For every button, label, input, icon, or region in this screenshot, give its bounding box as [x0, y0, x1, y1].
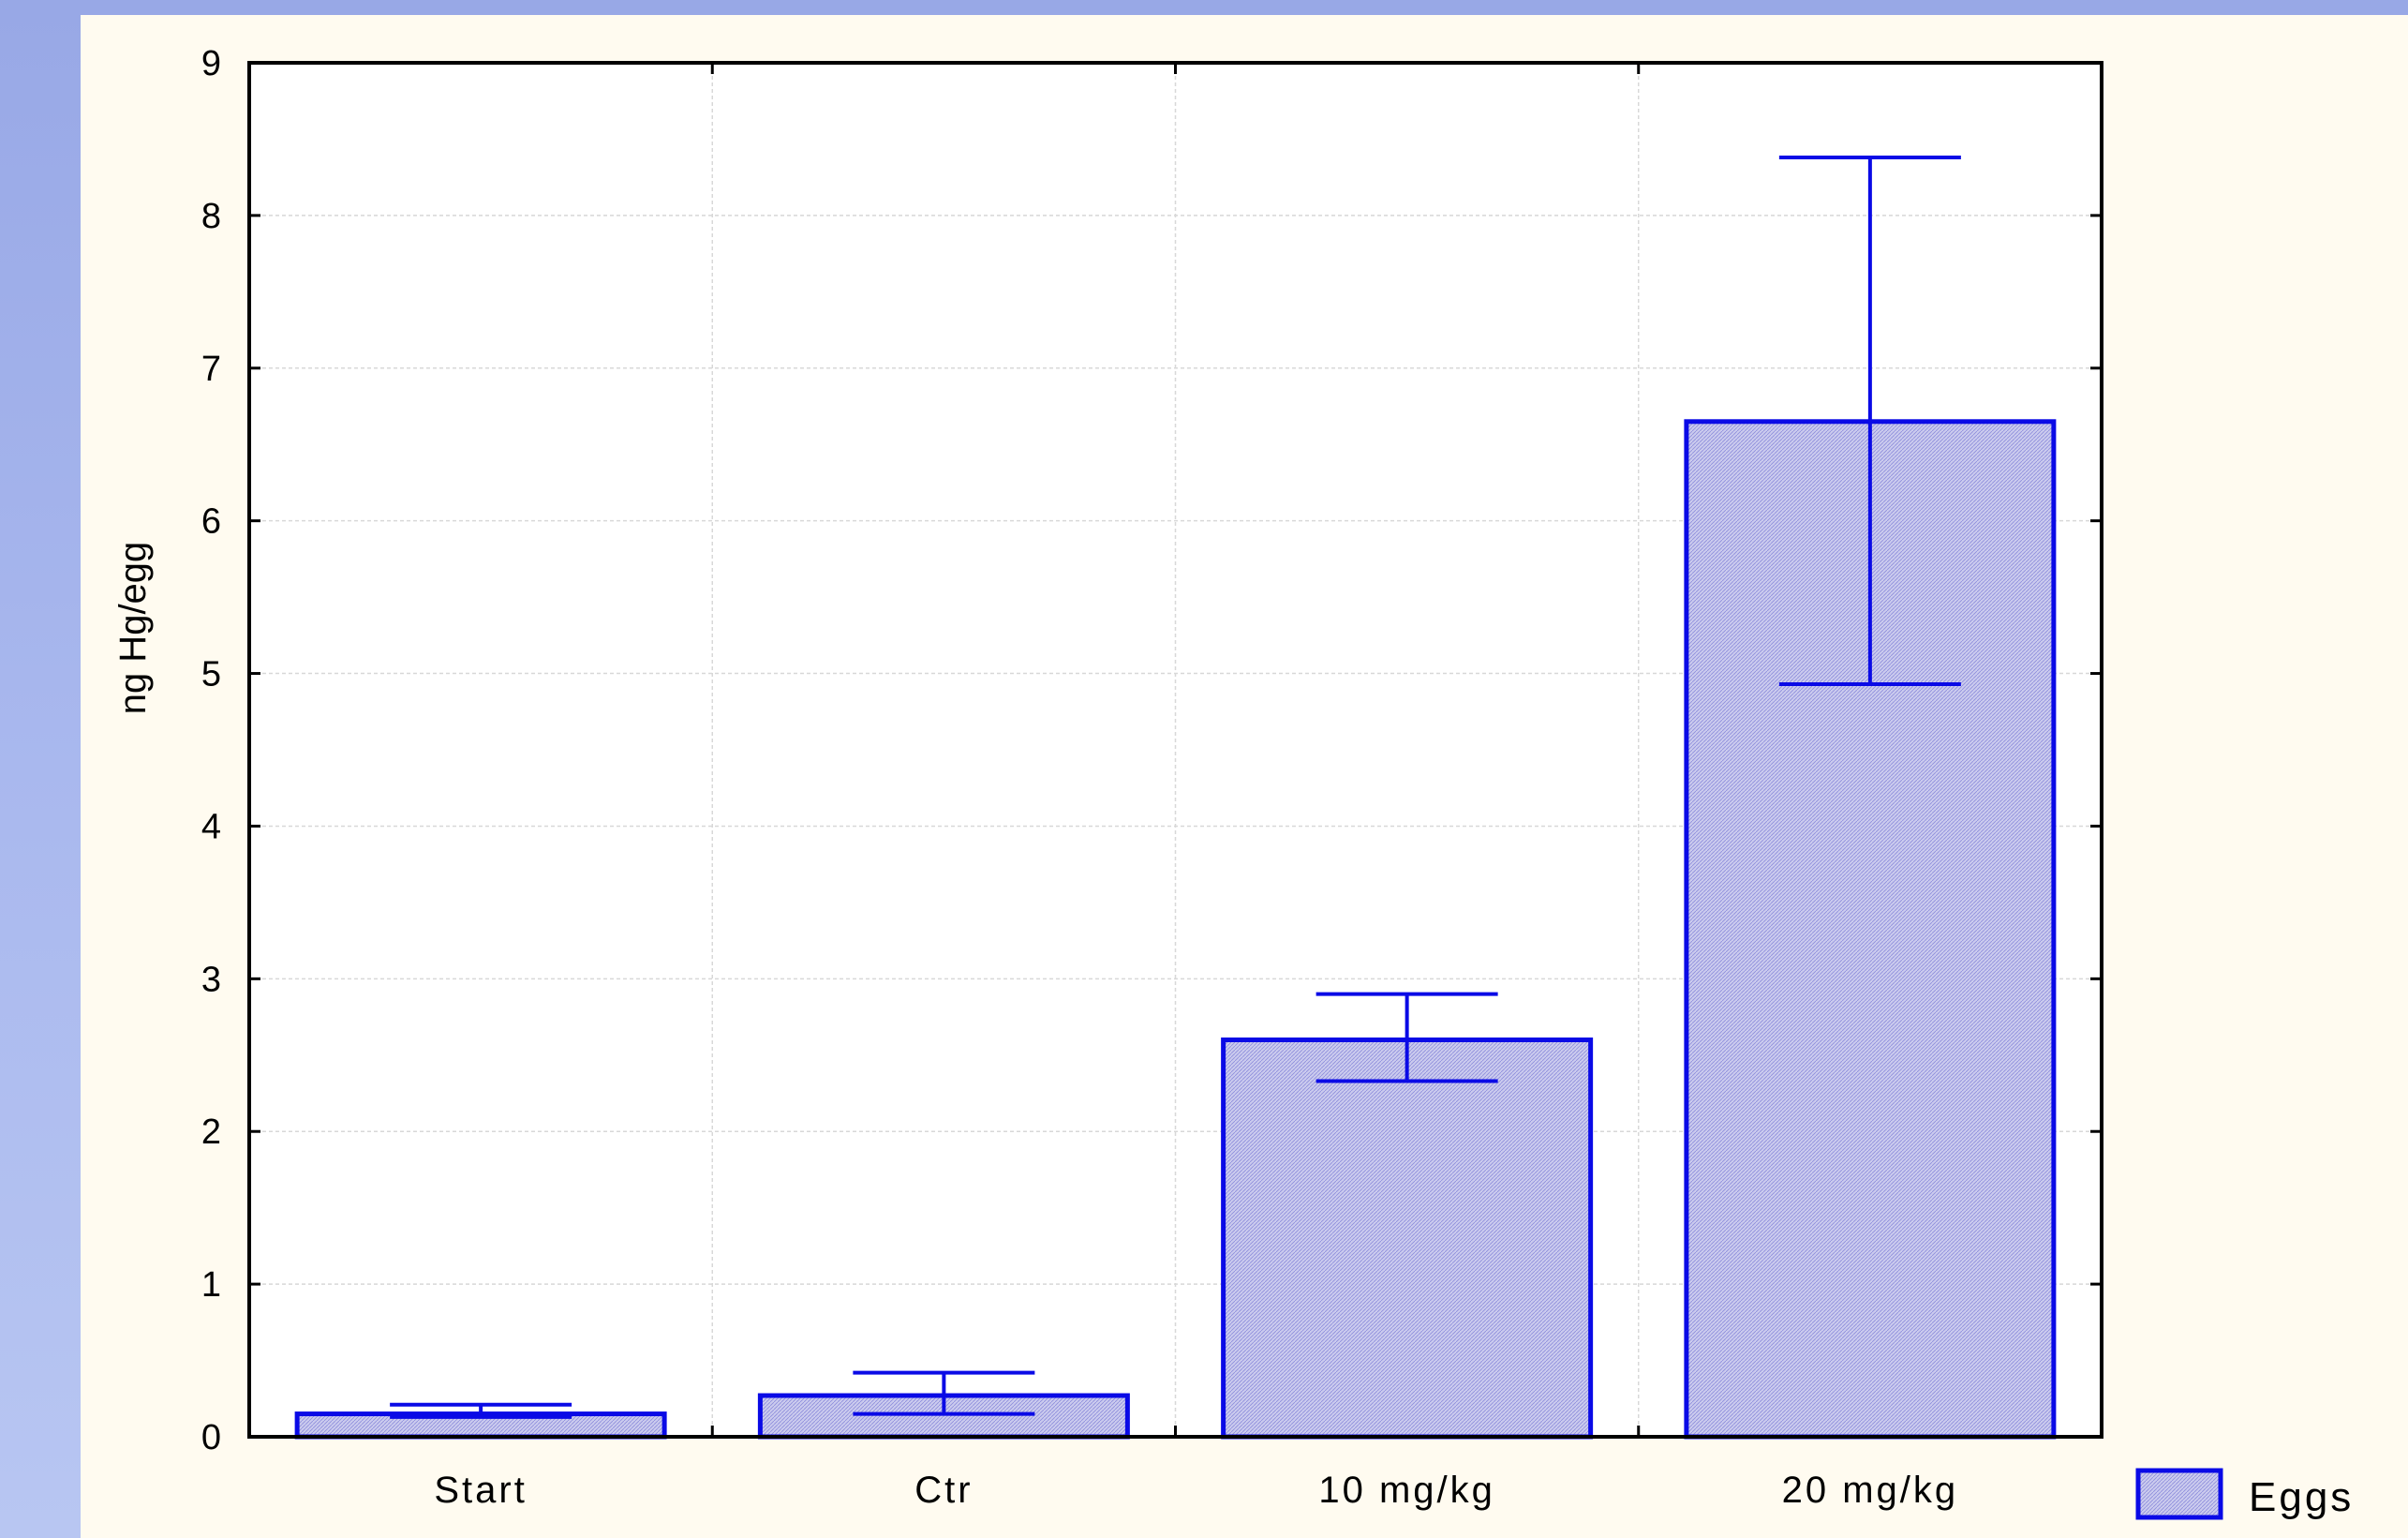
x-tick-label: 10 mg/kg — [1318, 1470, 1495, 1511]
bar-chart: 0 1 2 3 4 5 6 7 8 9 Start Ctr 10 mg/kg 20 mg/kg ng Hg… — [112, 44, 2354, 1520]
chart-panel: 0 1 2 3 4 5 6 7 8 9 Start Ctr 10 mg/kg 20 mg/kg ng Hg… — [81, 15, 2408, 1538]
y-tick-label: 3 — [201, 960, 221, 999]
y-tick-label: 7 — [201, 350, 221, 389]
y-tick-label: 8 — [201, 197, 221, 236]
y-tick-label: 9 — [201, 44, 221, 83]
legend-label-eggs: Eggs — [2249, 1474, 2354, 1520]
tick-labels: 0 1 2 3 4 5 6 7 8 9 Start Ctr 10 mg/kg 20 mg/kg — [201, 44, 1959, 1511]
y-tick-label: 6 — [201, 502, 221, 542]
plot-frame — [247, 61, 2103, 1439]
y-axis-title: ng Hg/egg — [112, 542, 154, 715]
bars — [294, 155, 2057, 1440]
axes — [247, 61, 2103, 1439]
gridlines — [249, 63, 2102, 1437]
y-tick-label: 2 — [201, 1112, 221, 1152]
legend: Eggs — [2135, 1468, 2354, 1520]
bar — [1221, 1037, 1594, 1440]
x-tick-label: Start — [434, 1470, 527, 1511]
x-tick-label: Ctr — [914, 1470, 973, 1511]
legend-swatch-eggs — [2135, 1468, 2223, 1520]
y-tick-label: 0 — [201, 1418, 221, 1457]
y-tick-label: 5 — [201, 655, 221, 694]
y-tick-label: 4 — [201, 807, 221, 846]
x-tick-label: 20 mg/kg — [1782, 1470, 1959, 1511]
y-tick-label: 1 — [201, 1265, 221, 1305]
